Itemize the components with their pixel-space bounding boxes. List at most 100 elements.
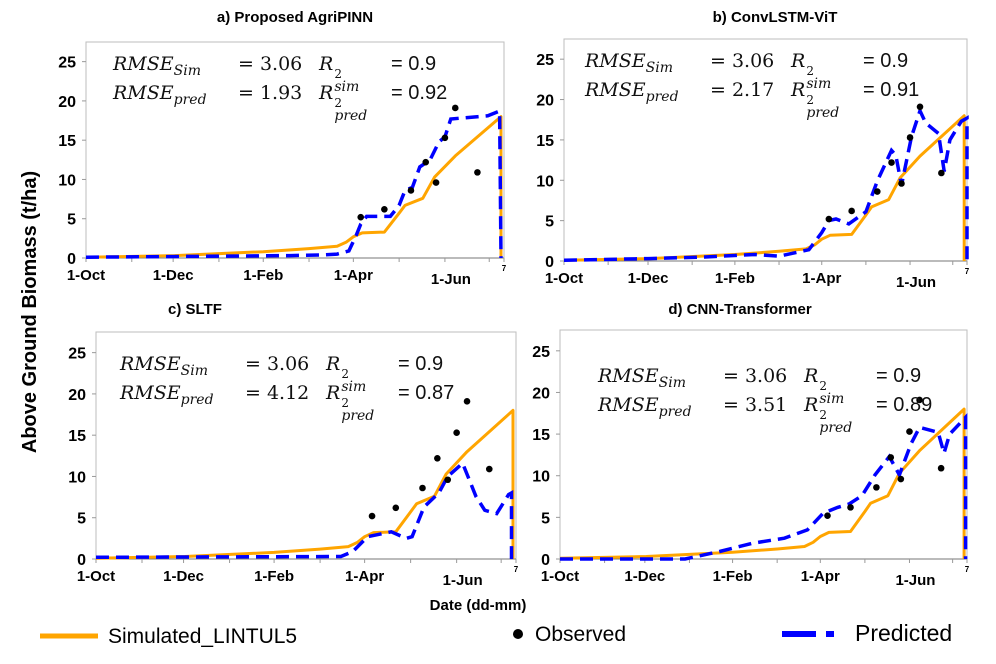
r2-sim-value: 0.9 <box>880 50 909 72</box>
y-tick-label: 5 <box>545 214 554 231</box>
observed-point <box>444 476 452 484</box>
panel-a: a) Proposed AgriPINN 0 5 10 15 20 25 1-Oct 1-Dec… <box>58 9 507 288</box>
x-tick-label: 1-Apr <box>801 568 840 585</box>
observed-point <box>474 169 481 176</box>
observed-point <box>848 207 855 215</box>
observed-point <box>422 158 430 166</box>
x-tick-label: 7 <box>514 565 519 574</box>
y-tick-label: 10 <box>536 173 554 190</box>
y-tick-label: 0 <box>541 552 550 569</box>
stats-annotation: RMSESim = 3.06 R 2 sim = 0.9 RMSEpred = 3.51 R… <box>598 365 933 436</box>
observed-point <box>916 103 924 111</box>
y-tick-label: 15 <box>68 428 86 445</box>
y-tick-label: 20 <box>536 93 554 110</box>
stats-annotation: RMSESim = 3.06 R 2 sim = 0.9 RMSEpred = 1.93 R… <box>113 53 448 124</box>
panel-title: c) SLTF <box>168 301 222 318</box>
y-tick-label: 20 <box>58 94 76 111</box>
predicted-line <box>95 460 514 560</box>
x-tick-label: 1-Jun <box>896 274 936 291</box>
legend: Simulated_LINTUL5 Observed Predicted <box>40 620 952 648</box>
panel-title: d) CNN-Transformer <box>668 301 812 318</box>
stats-annotation: RMSESim = 3.06 R 2 sim = 0.9 RMSEpred = 2.17 R… <box>585 50 920 121</box>
y-tick-label: 10 <box>58 172 76 189</box>
x-tick-label: 1-Apr <box>345 568 384 585</box>
observed-point <box>825 215 833 223</box>
observed-point <box>906 428 913 435</box>
x-tick-label: 1-Feb <box>715 270 755 287</box>
y-tick-label: 15 <box>532 427 550 444</box>
rmse-pred-value: 4.12 <box>266 382 310 404</box>
observed-point <box>392 504 400 512</box>
panel-c: c) SLTF 0 5 10 15 20 25 1-Oct 1-Dec 1-Feb 1-Apr 1-J… <box>68 301 519 589</box>
rmse-pred-value: 2.17 <box>731 79 775 101</box>
observed-point <box>357 213 365 221</box>
x-axis-label: Date (dd-mm) <box>430 597 527 614</box>
x-tick-label: 7 <box>502 264 507 273</box>
rmse-sim-value: 3.06 <box>744 365 788 387</box>
r2-pred-value: 0.92 <box>408 82 448 104</box>
y-tick-label: 0 <box>67 251 76 268</box>
simulated-line <box>563 114 966 262</box>
simulated-line <box>95 408 515 560</box>
observed-point <box>906 134 914 141</box>
x-tick-label: 1-Dec <box>163 568 204 585</box>
legend-simulated-label: Simulated_LINTUL5 <box>108 625 297 648</box>
x-tick-label: 1-Oct <box>545 270 583 287</box>
legend-predicted-label: Predicted <box>855 620 952 646</box>
rmse-pred-value: 1.93 <box>259 82 303 104</box>
y-axis-label: Above Ground Biomass (t/ha) <box>19 171 41 453</box>
y-tick-label: 0 <box>545 254 554 271</box>
observed-point <box>937 464 945 472</box>
predicted-line <box>563 106 969 262</box>
observed-point <box>432 179 440 186</box>
y-tick-label: 15 <box>536 133 554 150</box>
observed-point <box>888 159 895 166</box>
x-tick-label: 1-Jun <box>443 572 483 589</box>
x-tick-label: 1-Feb <box>254 568 294 585</box>
panel-b: b) ConvLSTM-ViT 0 5 10 15 20 25 1-Oct 1-Dec 1-Feb… <box>536 9 970 291</box>
y-tick-label: 5 <box>77 511 86 528</box>
panel-title: b) ConvLSTM-ViT <box>713 9 838 26</box>
r2-pred-value: 0.87 <box>415 382 455 404</box>
x-tick-label: 1-Oct <box>541 568 579 585</box>
r2-sim-value: 0.9 <box>893 365 922 387</box>
observed-point <box>451 104 459 112</box>
rmse-sim-value: 3.06 <box>266 353 310 375</box>
observed-point <box>368 512 376 520</box>
x-tick-label: 7 <box>965 267 970 276</box>
x-tick-label: 1-Oct <box>67 267 105 284</box>
y-tick-label: 5 <box>541 510 550 527</box>
observed-point <box>873 484 880 491</box>
x-tick-label: 1-Dec <box>153 267 194 284</box>
y-tick-label: 20 <box>68 387 86 404</box>
predicted-line <box>560 413 968 561</box>
x-tick-label: 1-Feb <box>243 267 283 284</box>
observed-point <box>847 504 854 511</box>
observed-point <box>938 169 945 177</box>
predicted-line <box>85 108 503 259</box>
panel-title: a) Proposed AgriPINN <box>217 9 373 26</box>
panel-d: d) CNN-Transformer 0 5 10 15 20 25 1-Oct 1-Dec 1-… <box>532 301 970 589</box>
simulated-line <box>559 407 966 560</box>
stats-annotation: RMSESim = 3.06 R 2 sim = 0.9 RMSEpred = 4.12 R… <box>120 353 455 424</box>
observed-point <box>453 429 460 437</box>
simulated-line <box>85 115 503 259</box>
y-tick-label: 25 <box>536 52 554 69</box>
rmse-sim-value: 3.06 <box>259 53 303 75</box>
observed-point <box>897 475 905 483</box>
x-tick-label: 1-Jun <box>895 572 935 589</box>
r2-pred-value: 0.91 <box>880 79 920 101</box>
y-tick-label: 0 <box>77 552 86 569</box>
x-tick-label: 1-Dec <box>628 270 669 287</box>
x-tick-label: 7 <box>965 565 970 574</box>
y-tick-label: 20 <box>532 385 550 402</box>
y-tick-label: 5 <box>67 212 76 229</box>
observed-point <box>485 465 493 473</box>
observed-point <box>898 180 905 187</box>
observed-point <box>463 398 471 405</box>
x-tick-label: 1-Jun <box>431 271 471 288</box>
observed-point <box>419 484 426 492</box>
observed-point <box>824 512 831 519</box>
